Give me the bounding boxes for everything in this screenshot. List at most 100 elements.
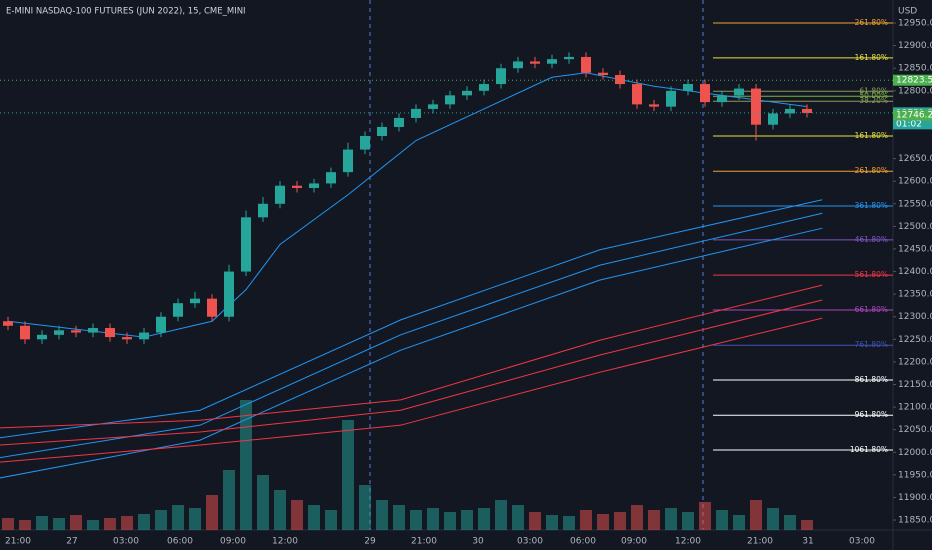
volume-bar [376,500,388,530]
y-tick-label: 12300.00 [898,312,932,322]
candle-body [428,104,438,109]
fib-label: 361.80% [855,201,888,210]
candle-body [173,303,183,317]
y-tick-label: 12450.00 [898,244,932,254]
volume-bar [784,515,796,530]
candle-body [768,113,778,125]
y-tick-label: 12250.00 [898,335,932,345]
price-label: 12746.25 [896,111,932,121]
volume-bar [512,505,524,530]
candle-body [343,149,353,173]
volume-bar [53,518,65,530]
y-tick-label: 11850.00 [898,516,932,526]
y-tick-label: 12950.00 [898,19,932,29]
candle-body [496,68,506,85]
volume-bar [427,508,439,530]
candle-body [734,88,744,96]
fib-label: 261.80% [855,166,888,175]
volume-bar [240,400,252,530]
volume-bar [155,510,167,530]
candle-body [649,104,659,107]
volume-bar [308,505,320,530]
fib-label: 161.80% [855,53,888,62]
volume-bar [580,510,592,530]
candle-body [598,72,608,76]
candle-body [717,95,727,103]
y-tick-label: 12800.00 [898,86,932,96]
volume-bar [478,508,490,530]
volume-bar [631,505,643,530]
volume-bar [291,500,303,530]
price-label: 12823.50 [896,76,932,86]
candle-body [632,84,642,105]
volume-bar [189,508,201,530]
volume-bar [444,512,456,530]
volume-bar [648,510,660,530]
candle-body [326,172,336,184]
candle-body [394,117,404,127]
candle-body [71,330,81,333]
candle-body [411,108,421,118]
x-tick-label: 03:00 [849,537,875,547]
candle-body [105,328,115,338]
volume-bar [716,510,728,530]
fib-label: 861.80% [855,375,888,384]
fib-label: 761.80% [855,340,888,349]
candle-body [309,183,319,188]
volume-bar [359,485,371,530]
x-tick-label: 09:00 [621,537,647,547]
candle-body [122,337,132,340]
x-tick-label: 21:00 [747,537,773,547]
fib-label: 561.80% [855,270,888,279]
candle-body [564,56,574,60]
volume-bar [36,516,48,530]
y-tick-label: 12350.00 [898,290,932,300]
y-tick-label: 12200.00 [898,357,932,367]
volume-bar [325,510,337,530]
fib-label: 61.80% [859,86,888,95]
volume-bar [614,512,626,530]
candle-body [547,59,557,64]
price-label-box [893,74,932,86]
y-tick-label: 12400.00 [898,267,932,277]
x-tick-label: 21:00 [5,537,31,547]
indicator-line [0,284,823,429]
indicator-line [0,199,823,439]
volume-bar [19,520,31,530]
volume-bar [342,420,354,530]
volume-bar [767,508,779,530]
volume-bar [410,510,422,530]
volume-bar [104,518,116,530]
x-tick-label: 06:00 [167,537,193,547]
fib-label: 461.80% [855,235,888,244]
indicator-line [0,299,823,446]
x-tick-label: 12:00 [272,537,298,547]
candle-body [445,95,455,105]
y-tick-label: 11900.00 [898,493,932,503]
x-tick-label: 09:00 [220,537,246,547]
volume-bar [461,510,473,530]
candle-body [20,325,30,340]
x-tick-label: 06:00 [570,537,596,547]
y-tick-label: 12850.00 [898,64,932,74]
x-tick-label: 12:00 [675,537,701,547]
volume-bar [665,508,677,530]
x-tick-label: 21:00 [411,537,437,547]
volume-bar [733,515,745,530]
indicator-line [0,227,823,479]
fib-label: 161.80% [855,131,888,140]
volume-bar [257,475,269,530]
candle-body [292,185,302,188]
volume-bar [274,490,286,530]
candle-body [462,90,472,96]
chart-title: E-MINI NASDAQ-100 FUTURES (JUN 2022), 15… [6,7,246,17]
x-tick-label: 29 [364,537,376,547]
y-tick-label: 11950.00 [898,470,932,480]
volume-bar [750,500,762,530]
fib-label: 261.80% [855,18,888,27]
currency: USD [898,7,917,17]
volume-bar [529,512,541,530]
price-label-box [893,109,932,121]
x-tick-label: 03:00 [517,537,543,547]
candle-body [683,84,693,91]
